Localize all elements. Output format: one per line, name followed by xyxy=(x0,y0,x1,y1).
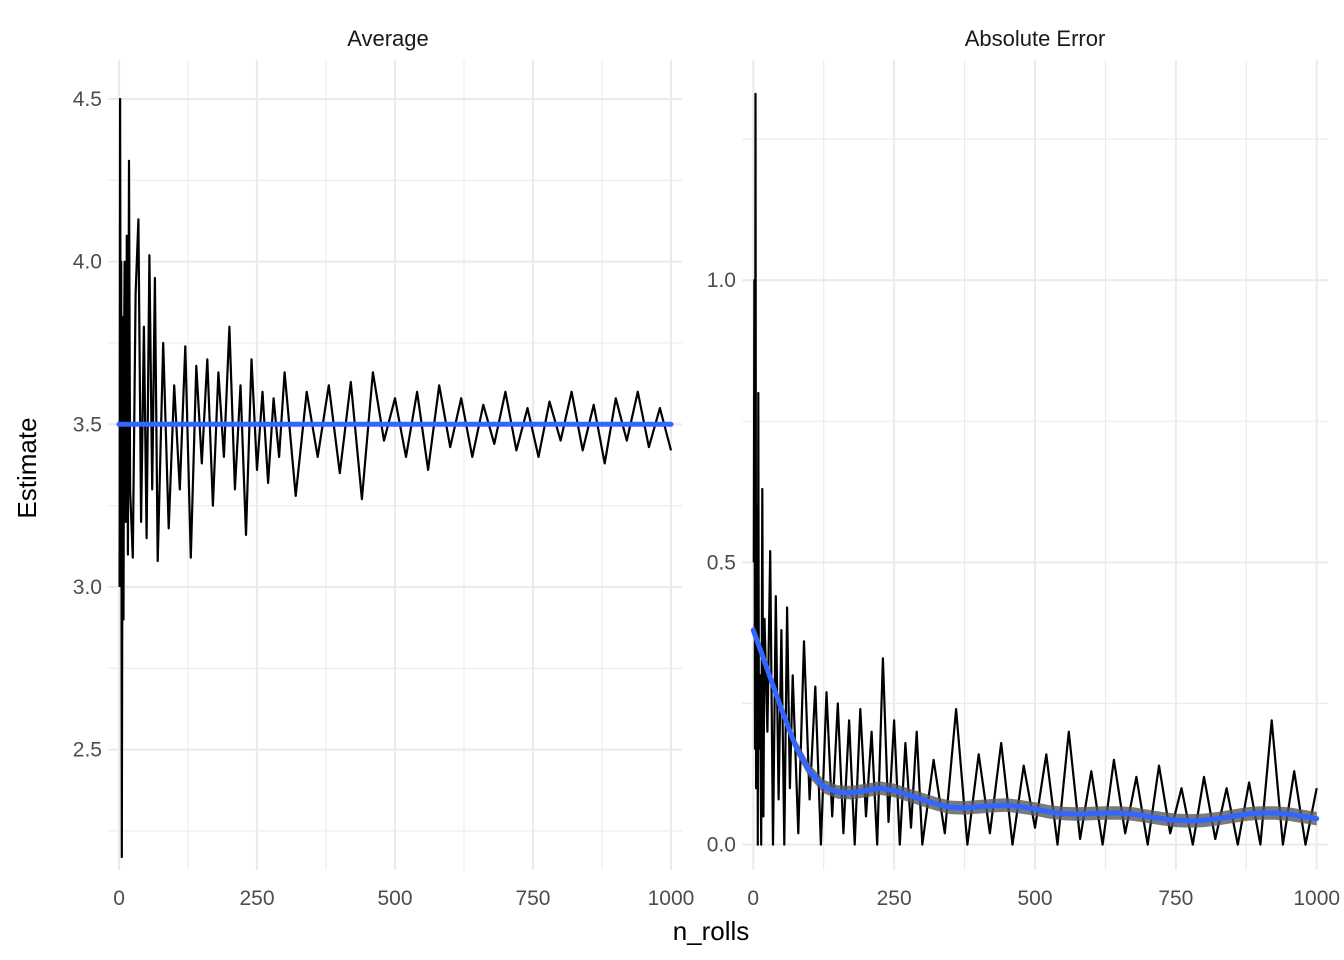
y-axis-title: Estimate xyxy=(12,417,42,518)
y-tick-label: 0.5 xyxy=(707,551,736,574)
y-tick-label: 1.0 xyxy=(707,269,736,292)
x-tick-label: 750 xyxy=(515,887,550,910)
panel-title: Average xyxy=(347,26,429,51)
panel-average: Average 0 250 500 750 1000 2.5 3.0 3.5 4.0 4.5 xyxy=(73,26,695,910)
x-tick-label: 500 xyxy=(1017,887,1052,910)
y-tick-label: 3.0 xyxy=(73,576,102,599)
smooth-confidence-band xyxy=(753,623,1317,828)
x-tick-label: 500 xyxy=(377,887,412,910)
panel-title: Absolute Error xyxy=(965,26,1106,51)
x-axis-title: n_rolls xyxy=(673,916,750,946)
smooth-trend-line xyxy=(750,627,1320,824)
x-tick-label: 1000 xyxy=(648,887,695,910)
y-tick-label: 0.0 xyxy=(707,834,736,857)
x-tick-label: 1000 xyxy=(1293,887,1340,910)
y-tick-label: 4.5 xyxy=(73,88,102,111)
x-tick-label: 0 xyxy=(747,887,759,910)
x-tick-label: 750 xyxy=(1158,887,1193,910)
raw-series-line xyxy=(118,97,673,859)
x-tick-label: 250 xyxy=(877,887,912,910)
x-tick-label: 250 xyxy=(239,887,274,910)
raw-series-line xyxy=(752,92,1318,846)
y-tick-label: 3.5 xyxy=(73,413,102,436)
y-tick-label: 4.0 xyxy=(73,251,102,274)
y-tick-label: 2.5 xyxy=(73,739,102,762)
gridlines xyxy=(742,60,1328,870)
panel-absolute-error: Absolute Error 0 250 500 750 1000 0.0 0.5 1.0 xyxy=(707,26,1340,910)
x-tick-label: 0 xyxy=(113,887,125,910)
